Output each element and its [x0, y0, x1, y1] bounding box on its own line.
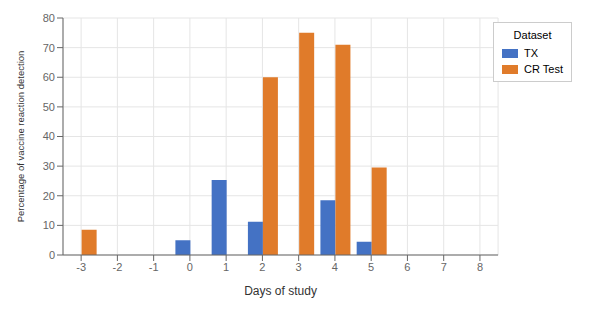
svg-text:0: 0	[49, 249, 55, 261]
svg-text:-1: -1	[149, 261, 159, 273]
svg-text:-3: -3	[76, 261, 86, 273]
svg-text:Percentage of vaccine reaction: Percentage of vaccine reaction detection	[15, 51, 26, 223]
svg-text:1: 1	[223, 261, 229, 273]
svg-text:6: 6	[404, 261, 410, 273]
svg-text:50: 50	[43, 101, 55, 113]
svg-text:5: 5	[368, 261, 374, 273]
html-text:CR Test: CR Test	[524, 63, 563, 75]
svg-text:10: 10	[43, 219, 55, 231]
svg-text:20: 20	[43, 190, 55, 202]
svg-text:7: 7	[441, 261, 447, 273]
svg-text:30: 30	[43, 160, 55, 172]
svg-text:2: 2	[259, 261, 265, 273]
svg-text:3: 3	[296, 261, 302, 273]
svg-text:70: 70	[43, 42, 55, 54]
html-text:TX: TX	[524, 47, 539, 59]
html-text:Dataset: Dataset	[513, 29, 552, 41]
svg-text:60: 60	[43, 71, 55, 83]
svg-text:-2: -2	[112, 261, 122, 273]
svg-text:0: 0	[187, 261, 193, 273]
svg-text:4: 4	[332, 261, 338, 273]
svg-text:80: 80	[43, 12, 55, 24]
svg-text:8: 8	[477, 261, 483, 273]
svg-text:Days of study: Days of study	[244, 284, 317, 298]
svg-text:40: 40	[43, 130, 55, 142]
